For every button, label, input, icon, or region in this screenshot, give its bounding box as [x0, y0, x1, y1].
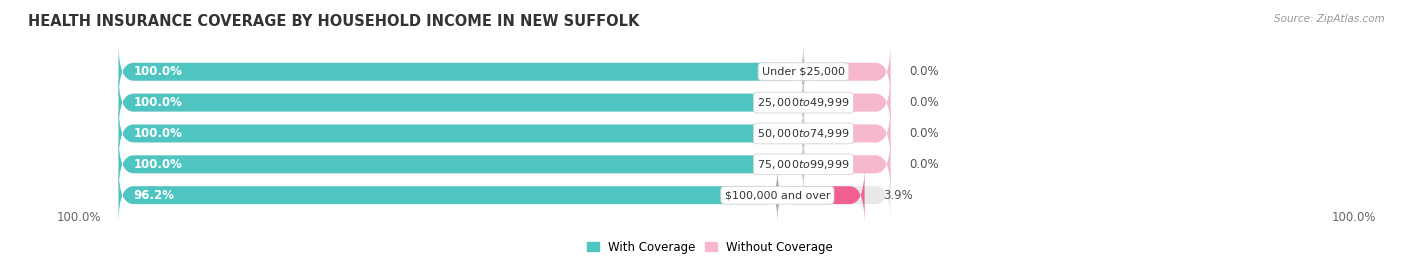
FancyBboxPatch shape	[803, 75, 890, 131]
Legend: With Coverage, Without Coverage: With Coverage, Without Coverage	[586, 241, 834, 254]
FancyBboxPatch shape	[803, 105, 890, 161]
FancyBboxPatch shape	[803, 44, 890, 100]
FancyBboxPatch shape	[118, 75, 890, 131]
FancyBboxPatch shape	[778, 167, 865, 223]
FancyBboxPatch shape	[118, 105, 890, 161]
Text: 100.0%: 100.0%	[56, 211, 101, 224]
FancyBboxPatch shape	[118, 167, 890, 223]
Text: Under $25,000: Under $25,000	[762, 67, 845, 77]
Text: Source: ZipAtlas.com: Source: ZipAtlas.com	[1274, 14, 1385, 23]
Text: 100.0%: 100.0%	[134, 158, 183, 171]
Text: 100.0%: 100.0%	[134, 96, 183, 109]
FancyBboxPatch shape	[118, 75, 803, 131]
Text: HEALTH INSURANCE COVERAGE BY HOUSEHOLD INCOME IN NEW SUFFOLK: HEALTH INSURANCE COVERAGE BY HOUSEHOLD I…	[28, 14, 640, 29]
Text: $75,000 to $99,999: $75,000 to $99,999	[758, 158, 849, 171]
Text: 0.0%: 0.0%	[910, 65, 939, 78]
Text: 100.0%: 100.0%	[134, 127, 183, 140]
FancyBboxPatch shape	[118, 105, 803, 161]
FancyBboxPatch shape	[118, 136, 890, 193]
Text: $50,000 to $74,999: $50,000 to $74,999	[758, 127, 849, 140]
FancyBboxPatch shape	[118, 167, 778, 223]
FancyBboxPatch shape	[118, 136, 803, 193]
FancyBboxPatch shape	[803, 136, 890, 193]
Text: 96.2%: 96.2%	[134, 189, 174, 202]
Text: 100.0%: 100.0%	[134, 65, 183, 78]
Text: $25,000 to $49,999: $25,000 to $49,999	[758, 96, 849, 109]
Text: 0.0%: 0.0%	[910, 158, 939, 171]
FancyBboxPatch shape	[118, 44, 890, 100]
FancyBboxPatch shape	[118, 44, 803, 100]
Text: 100.0%: 100.0%	[1331, 211, 1376, 224]
Text: 0.0%: 0.0%	[910, 96, 939, 109]
Text: 3.9%: 3.9%	[883, 189, 912, 202]
Text: 0.0%: 0.0%	[910, 127, 939, 140]
Text: $100,000 and over: $100,000 and over	[724, 190, 830, 200]
